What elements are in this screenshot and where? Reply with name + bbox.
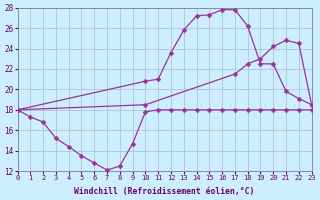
- X-axis label: Windchill (Refroidissement éolien,°C): Windchill (Refroidissement éolien,°C): [74, 187, 255, 196]
